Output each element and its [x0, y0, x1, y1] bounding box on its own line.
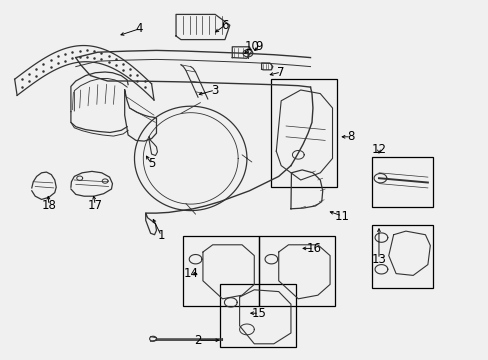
Text: 5: 5	[147, 157, 155, 170]
Text: 18: 18	[41, 199, 56, 212]
Bar	[220, 284, 295, 347]
Text: 12: 12	[371, 143, 386, 156]
Text: 4: 4	[135, 22, 143, 35]
Bar	[271, 79, 337, 187]
Text: 7: 7	[277, 66, 285, 78]
Bar	[371, 225, 432, 288]
Bar	[259, 236, 334, 306]
Text: 9: 9	[255, 40, 263, 53]
Text: 13: 13	[371, 253, 386, 266]
Text: 14: 14	[183, 267, 198, 280]
Text: 10: 10	[244, 40, 259, 53]
Text: 6: 6	[221, 19, 228, 32]
Text: 11: 11	[334, 210, 349, 222]
Text: 17: 17	[88, 199, 102, 212]
Bar	[371, 157, 432, 207]
Text: 15: 15	[251, 307, 266, 320]
Text: 1: 1	[157, 229, 165, 242]
Bar	[183, 236, 259, 306]
Text: 2: 2	[194, 334, 202, 347]
Text: 16: 16	[306, 242, 321, 255]
Text: 8: 8	[346, 130, 354, 143]
Text: 3: 3	[211, 84, 219, 96]
